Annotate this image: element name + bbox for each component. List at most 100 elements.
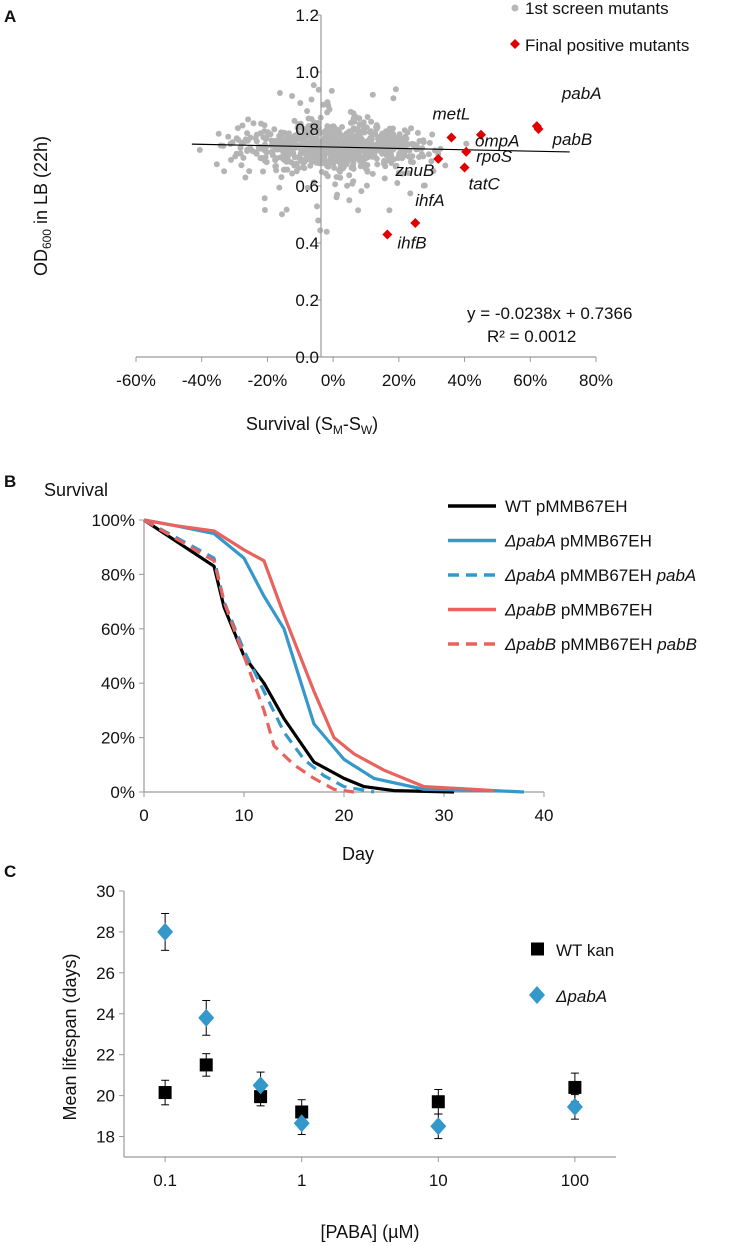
survival-line-1 <box>143 518 525 794</box>
y-tick-label: 40% <box>101 674 135 693</box>
first-screen-point <box>332 181 339 188</box>
first-screen-point <box>299 125 306 132</box>
point-delta-paba <box>430 1117 447 1136</box>
first-screen-point <box>346 172 353 179</box>
panel-b-x-label: Day <box>342 844 374 864</box>
first-screen-point <box>331 164 338 171</box>
first-screen-point <box>293 168 300 175</box>
label-ompA: ompA <box>475 132 519 151</box>
first-screen-point <box>416 138 423 144</box>
first-screen-point <box>242 174 249 181</box>
first-screen-point <box>289 93 296 99</box>
point-delta-paba <box>566 1097 583 1116</box>
y-tick-label: 0.8 <box>295 120 319 139</box>
point-metL <box>446 132 457 143</box>
first-screen-point <box>410 159 416 166</box>
legend-entry-1: ΔpabA pMMB67EH <box>504 532 652 551</box>
first-screen-point <box>395 144 402 151</box>
first-screen-point <box>324 159 331 166</box>
y-tick-label: 22 <box>96 1046 115 1065</box>
first-screen-point <box>328 87 335 94</box>
first-screen-point <box>261 122 268 129</box>
legend-strain: ΔpabA <box>504 532 560 551</box>
first-screen-point <box>298 149 305 156</box>
x-tick-label: 80% <box>579 371 613 390</box>
first-screen-point <box>386 207 393 214</box>
first-screen-point <box>261 207 268 213</box>
first-screen-point <box>304 184 311 191</box>
first-screen-point <box>407 190 414 197</box>
panel-label-b: B <box>4 472 16 491</box>
panel-c-legend: WT kan ΔpabA <box>529 941 614 1006</box>
first-screen-point <box>426 139 433 146</box>
first-screen-point <box>261 195 268 202</box>
first-screen-point <box>357 133 364 140</box>
first-screen-point <box>425 151 432 158</box>
x-tick-label: 30 <box>435 806 454 825</box>
panel-label-c: C <box>4 862 16 881</box>
first-screen-point <box>329 138 336 145</box>
first-screen-point <box>294 160 300 167</box>
y-tick-label: 18 <box>96 1128 115 1147</box>
legend-entry-2: ΔpabA pMMB67EH pabA <box>504 566 696 585</box>
legend-strain: ΔpabB <box>504 635 561 654</box>
first-screen-point <box>429 131 436 138</box>
first-screen-point <box>267 131 274 138</box>
first-screen-point <box>358 188 365 195</box>
first-screen-point <box>335 141 342 148</box>
first-screen-point <box>409 153 416 160</box>
final-positive-points <box>382 121 544 240</box>
point-delta-paba <box>198 1008 215 1027</box>
survival-line-2 <box>143 518 375 794</box>
x-tick-label: 0 <box>139 806 148 825</box>
first-screen-point <box>380 140 387 147</box>
first-screen-point <box>394 180 401 186</box>
point-ompA <box>476 129 486 140</box>
x-tick-label: 40 <box>535 806 554 825</box>
first-screen-point <box>463 140 470 147</box>
first-screen-point <box>290 150 297 157</box>
first-screen-point <box>278 174 285 181</box>
first-screen-point <box>350 115 357 122</box>
first-screen-point <box>392 163 399 170</box>
trendline-equation: y = -0.0238x + 0.7366 <box>467 304 632 323</box>
first-screen-point <box>269 150 276 157</box>
y-tick-label: 1.2 <box>295 6 319 25</box>
legend-label-1: ΔpabA <box>555 987 607 1006</box>
first-screen-point <box>416 154 422 160</box>
first-screen-point <box>405 170 412 177</box>
first-screen-point <box>314 203 320 210</box>
first-screen-point <box>363 182 370 189</box>
legend-strain: ΔpabB <box>504 601 561 620</box>
first-screen-point <box>263 144 270 150</box>
point-delta-paba <box>157 922 174 941</box>
first-screen-point <box>301 165 308 172</box>
lifespan-points <box>157 913 583 1140</box>
first-screen-point <box>295 121 302 128</box>
first-screen-point <box>357 163 364 170</box>
panel-c-x-label: [PABA] (µM) <box>320 1222 419 1242</box>
first-screen-point <box>257 144 264 150</box>
legend-label-first-screen: 1st screen mutants <box>525 0 669 18</box>
point-wt-kan <box>431 1095 445 1109</box>
first-screen-point <box>221 168 228 175</box>
first-screen-point <box>399 135 406 142</box>
first-screen-point <box>402 144 409 151</box>
panel-a-trendline <box>191 143 570 153</box>
panel-b-axes: 0% 20% 40% 60% 80% 100% 0 10 20 30 40 <box>92 511 554 825</box>
first-screen-point <box>346 197 353 204</box>
first-screen-point <box>276 90 283 96</box>
first-screen-point <box>337 163 344 170</box>
first-screen-point <box>196 147 203 153</box>
survival-line-3 <box>143 518 495 793</box>
legend-plasmid: pMMB67EH <box>561 601 653 620</box>
first-screen-point <box>310 179 317 186</box>
first-screen-point <box>239 122 246 129</box>
first-screen-point <box>356 115 363 122</box>
y-tick-label: 0.4 <box>295 234 319 253</box>
first-screen-point <box>374 161 381 168</box>
first-screen-point <box>390 95 397 102</box>
first-screen-point <box>318 168 325 175</box>
x-tick-label: 0% <box>321 371 346 390</box>
first-screen-point <box>380 160 387 167</box>
